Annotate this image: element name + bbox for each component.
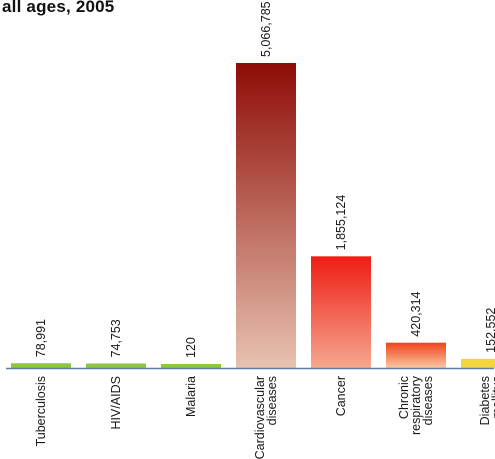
value-label-hiv-aids: 74,753 [109,319,123,357]
chart-title: all ages, 2005 [2,0,115,16]
category-label-cardiovascular-diseases: Cardiovasculardiseases [253,376,279,459]
category-label-chronic-respiratory-diseases: Chronicrespiratorydiseases [397,375,435,435]
category-label-hiv-aids: HIV/AIDS [109,376,123,430]
value-label-chronic-respiratory-diseases: 420,314 [409,291,423,336]
category-label-line: diseases [265,376,279,425]
category-labels-group: Tuberculosis HIV/AIDS Malaria Cardiovascula… [34,375,495,459]
bar-cancer [311,256,371,368]
bar-hiv-aids [86,363,146,368]
category-label-line: Malaria [184,376,198,417]
value-label-cardiovascular-diseases: 5,066,785 [259,1,273,57]
category-label-line: mellitus [490,376,495,418]
bar-tuberculosis [11,363,71,368]
value-label-tuberculosis: 78,991 [34,319,48,357]
category-label-tuberculosis: Tuberculosis [34,376,48,446]
value-label-cancer: 1,855,124 [334,195,348,251]
category-label-line: Cardiovascular [253,376,267,459]
category-label-line: Cancer [334,376,348,416]
bar-chronic-respiratory-diseases [386,342,446,368]
value-labels-group: 78,991 74,753 120 5,066,785 1,855,124 420,314… [34,1,495,358]
bars-group [11,63,495,368]
value-label-diabetes-mellitus: 152,552 [484,308,495,353]
category-label-line: respiratory [409,375,423,435]
bar-malaria [161,364,221,368]
category-label-diabetes-mellitus: Diabetesmellitus [478,376,495,425]
category-label-line: Chronic [397,376,411,419]
category-label-line: HIV/AIDS [109,376,123,430]
value-label-malaria: 120 [184,337,198,358]
category-label-line: diseases [421,376,435,425]
category-label-line: Tuberculosis [34,376,48,446]
bar-cardiovascular-diseases [236,63,296,368]
category-label-malaria: Malaria [184,376,198,417]
bar-diabetes-mellitus [461,358,495,368]
category-label-line: Diabetes [478,376,492,425]
category-label-cancer: Cancer [334,376,348,416]
